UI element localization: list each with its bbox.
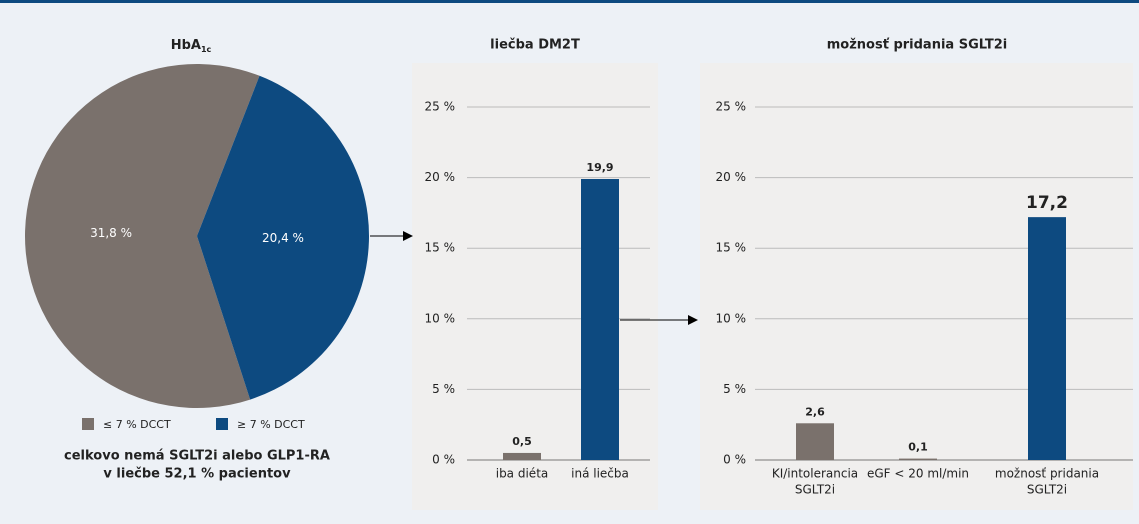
- legend-label: ≥ 7 % DCCT: [237, 418, 305, 431]
- chart-title-subscript: 1c: [201, 45, 212, 54]
- data-label: 31,8 %: [90, 226, 132, 240]
- chart-title: liečba DM2T: [490, 38, 580, 53]
- arrow: [370, 231, 413, 241]
- data-label: 17,2: [1026, 193, 1068, 213]
- x-tick-label: iba diéta: [496, 467, 549, 481]
- y-tick-label: 10 %: [716, 311, 747, 325]
- data-label: 19,9: [586, 161, 613, 174]
- y-tick-label: 20 %: [425, 170, 456, 184]
- x-tick-label: možnosť pridania: [995, 467, 1099, 481]
- y-tick-label: 5 %: [723, 382, 746, 396]
- pie-slice: [25, 64, 260, 409]
- x-tick-label: SGLT2i: [1027, 483, 1067, 497]
- data-label: 2,6: [805, 405, 825, 418]
- pie-slice: [197, 75, 369, 400]
- chart-title: HbA: [171, 38, 201, 53]
- y-tick-label: 25 %: [716, 100, 747, 114]
- y-tick-label: 5 %: [432, 382, 455, 396]
- bar: [503, 452, 541, 460]
- x-tick-label: iná liečba: [571, 467, 629, 481]
- bar: [581, 179, 619, 460]
- data-label: 0,1: [908, 441, 928, 454]
- bar: [796, 423, 834, 460]
- y-tick-label: 25 %: [425, 100, 456, 114]
- y-tick-label: 0 %: [432, 453, 455, 467]
- x-tick-label: KI/intolerancia: [772, 467, 858, 481]
- arrow: [620, 315, 698, 325]
- x-tick-label: eGF < 20 ml/min: [867, 467, 969, 481]
- top-border: [0, 0, 1139, 3]
- caption: celkovo nemá SGLT2i alebo GLP1-RA: [64, 449, 330, 464]
- chart-title: možnosť pridania SGLT2i: [827, 38, 1008, 53]
- legend-swatch: [82, 418, 94, 430]
- y-tick-label: 10 %: [425, 311, 456, 325]
- bar: [899, 458, 937, 460]
- y-tick-label: 0 %: [723, 453, 746, 467]
- x-tick-label: SGLT2i: [795, 483, 835, 497]
- legend-swatch: [216, 418, 228, 430]
- data-label: 20,4 %: [262, 231, 304, 245]
- chart-title: HbA1c: [171, 38, 212, 54]
- caption: v liečbe 52,1 % pacientov: [103, 467, 291, 482]
- y-tick-label: 20 %: [716, 170, 747, 184]
- bar: [1028, 217, 1066, 460]
- panel: [412, 63, 658, 510]
- y-tick-label: 15 %: [425, 241, 456, 255]
- y-tick-label: 15 %: [716, 241, 747, 255]
- data-label: 0,5: [512, 435, 532, 448]
- legend-label: ≤ 7 % DCCT: [103, 418, 171, 431]
